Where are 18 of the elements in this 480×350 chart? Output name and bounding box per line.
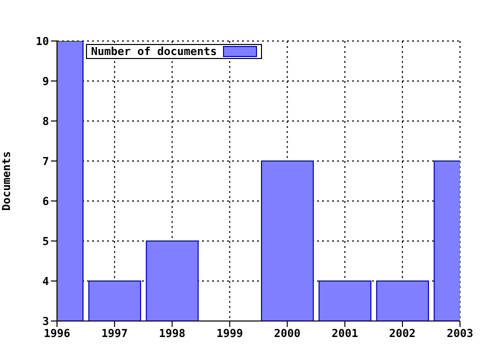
y-tick-label: 5: [42, 234, 49, 248]
y-tick-label: 6: [42, 194, 50, 208]
x-tick-label: 2000: [274, 326, 301, 340]
y-tick-label: 4: [42, 274, 50, 288]
x-tick-label: 1999: [216, 326, 243, 340]
x-tick-label: 2003: [446, 326, 474, 340]
x-tick-label: 2002: [389, 326, 416, 340]
legend-label: Number of documents: [91, 45, 217, 58]
x-tick-label: 1998: [158, 326, 186, 340]
y-tick-label: 7: [42, 154, 49, 168]
x-tick-label: 1997: [101, 326, 128, 340]
y-tick-label: 3: [42, 314, 49, 328]
x-tick-label: 2001: [332, 326, 358, 340]
y-axis-title: Documents: [0, 151, 13, 211]
y-tick-label: 9: [42, 74, 49, 88]
x-tick-label: 1996: [44, 326, 71, 340]
y-tick-label: 8: [42, 114, 49, 128]
y-tick-label: 10: [36, 34, 49, 48]
